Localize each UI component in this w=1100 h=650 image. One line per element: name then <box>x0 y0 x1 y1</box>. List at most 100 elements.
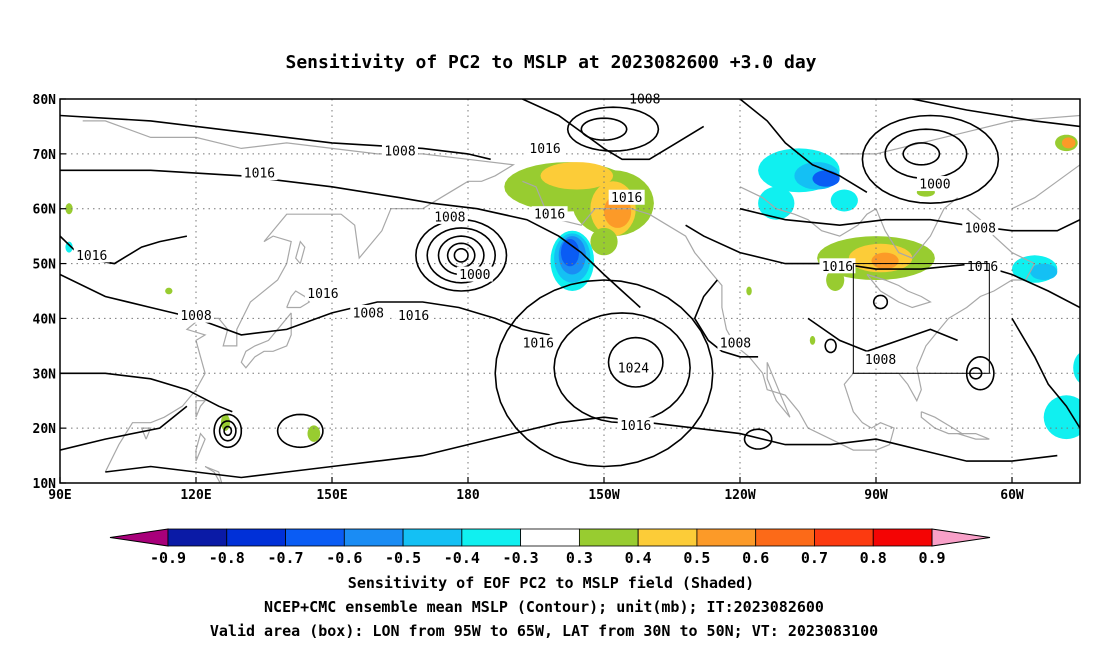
mslp-contour <box>872 294 889 310</box>
contour-label-bg <box>73 247 110 263</box>
contour-label: 1008 <box>180 309 211 324</box>
colorbar-label: -0.4 <box>444 549 480 567</box>
sensitivity-patch <box>1061 137 1076 149</box>
contour-label-bg <box>531 206 568 222</box>
mslp-contour <box>607 336 664 388</box>
sensitivity-patch <box>871 252 899 270</box>
contour-label: 1008 <box>353 306 384 321</box>
colorbar-box <box>637 528 698 547</box>
contour-label-bg <box>350 304 387 320</box>
coastlines <box>82 114 1080 483</box>
contour-label: 1016 <box>611 191 642 206</box>
contour-label: 1000 <box>919 178 950 193</box>
colorbar-label: -0.5 <box>385 549 421 567</box>
sensitivity-patch <box>826 269 845 291</box>
mslp-contour <box>739 99 868 193</box>
contour-label-bg <box>608 189 645 205</box>
mslp-contour <box>693 279 759 358</box>
contour-label-bg <box>241 165 278 181</box>
colorbar-box <box>872 528 933 547</box>
y-axis: 10N 20N 30N 40N 50N 60N 70N 80N <box>33 93 66 492</box>
colorbar-box <box>461 528 522 547</box>
contour-label: 1016 <box>523 337 554 352</box>
mslp-contour <box>213 413 243 449</box>
mslp-contour <box>218 420 237 442</box>
mslp-contour <box>60 273 550 336</box>
chart-title: Sensitivity of PC2 to MSLP at 2023082600… <box>285 52 816 73</box>
colorbar-label: -0.6 <box>326 549 362 567</box>
mslp-contour <box>566 106 660 152</box>
coastline-segment <box>140 427 152 440</box>
sensitivity-patch <box>830 189 858 212</box>
colorbar-label: 0.7 <box>801 549 828 567</box>
mslp-contour <box>739 207 1080 232</box>
coastline-segment <box>957 433 990 440</box>
coastline-segment <box>82 120 516 473</box>
colorbar: -0.9 -0.8 -0.7 -0.6 -0.5 -0.4 -0.3 0.3 0.4 0.5 0.6… <box>109 528 991 567</box>
colorbar-label: 0.3 <box>566 549 593 567</box>
contour-label-bg <box>962 219 999 235</box>
mslp-contour <box>276 413 324 449</box>
contour-label-bg <box>615 359 652 375</box>
x-tick-label: 60W <box>1000 488 1024 503</box>
colorbar-label: 0.8 <box>860 549 887 567</box>
colorbar-box <box>520 528 580 547</box>
y-tick-label: 20N <box>33 422 57 437</box>
mslp-contour <box>884 128 968 180</box>
sensitivity-patch <box>540 162 614 190</box>
contour-label-bg <box>520 335 557 351</box>
mslp-contour <box>223 425 233 437</box>
colorbar-label: -0.9 <box>150 549 186 567</box>
contour-label: 1008 <box>720 337 751 352</box>
mslp-contour <box>60 372 233 413</box>
sensitivity-patch <box>65 241 73 253</box>
colorbar-box <box>696 528 757 547</box>
colorbar-box <box>402 528 463 547</box>
x-tick-label: 150E <box>316 488 347 503</box>
sensitivity-patch <box>812 170 840 187</box>
coastline-segment <box>920 411 965 435</box>
y-tick-label: 40N <box>33 312 57 327</box>
mslp-contour <box>522 99 705 161</box>
coastline-segment <box>240 312 292 369</box>
footer-line-2: NCEP+CMC ensemble mean MSLP (Contour); u… <box>264 598 824 616</box>
mslp-contour <box>861 114 1000 205</box>
contour-label-bg <box>431 208 468 224</box>
colorbar-label: -0.8 <box>209 549 245 567</box>
contour-label-bg <box>862 351 899 367</box>
y-tick-label: 70N <box>33 148 57 163</box>
contour-label: 1016 <box>244 167 275 182</box>
map-frame <box>59 98 1081 484</box>
x-tick-label: 180 <box>456 488 480 503</box>
y-tick-label: 30N <box>33 367 57 382</box>
colorbar-box <box>814 528 874 547</box>
mslp-contour <box>807 317 958 353</box>
mslp-contour <box>743 428 773 450</box>
coastline-segment <box>204 465 223 483</box>
contour-label-bg <box>527 140 564 156</box>
valid-area-box <box>852 263 990 374</box>
sensitivity-patch <box>1073 352 1080 383</box>
contour-label-bg <box>178 307 214 323</box>
contour-label-bg <box>717 335 754 351</box>
coastline-segment <box>195 400 207 418</box>
coastline-segment <box>766 362 791 418</box>
x-tick-label: 150W <box>588 488 619 503</box>
colorbar-box <box>755 528 815 547</box>
contour-label: 1016 <box>620 419 651 434</box>
contour-label-bg <box>819 258 856 274</box>
colorbar-box <box>167 528 228 547</box>
footer-line-1: Sensitivity of EOF PC2 to MSLP field (Sh… <box>348 574 754 592</box>
contour-label: 1016 <box>822 260 853 275</box>
contour-label-bg <box>456 266 493 282</box>
sensitivity-patch <box>590 227 618 256</box>
coastline-segment <box>286 290 311 309</box>
mslp-contour <box>553 312 691 424</box>
grid-lines <box>60 99 1080 483</box>
coastline-segment <box>195 432 206 462</box>
mslp-contour <box>1011 317 1080 429</box>
colorbar-box <box>343 528 404 547</box>
colorbar-label: 0.6 <box>742 549 769 567</box>
coastline-segment <box>522 180 1036 451</box>
sensitivity-patch <box>746 286 752 296</box>
